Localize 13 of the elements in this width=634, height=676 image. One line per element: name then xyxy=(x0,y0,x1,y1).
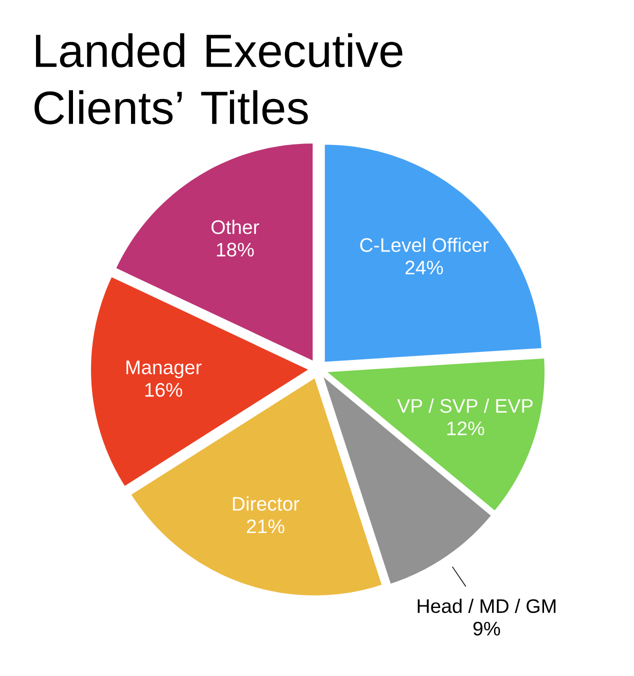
data-label: 16% xyxy=(145,382,182,397)
slice-label: Manager xyxy=(126,360,202,378)
data-label: 24% xyxy=(406,260,443,274)
slice-label: VP / SVP / EVP xyxy=(397,398,533,413)
data-label: 21% xyxy=(246,519,284,534)
slice-label: Head / MD / GM xyxy=(418,598,556,614)
slice-label: Director xyxy=(232,496,300,511)
data-label: 18% xyxy=(216,242,254,257)
data-label: 9% xyxy=(473,622,500,636)
chart-title: Landed Executive Clients’ Titles xyxy=(34,33,402,124)
slice-label: Other xyxy=(212,220,260,234)
data-label: 12% xyxy=(447,422,484,436)
slice-label: C-Level Officer xyxy=(360,238,489,252)
